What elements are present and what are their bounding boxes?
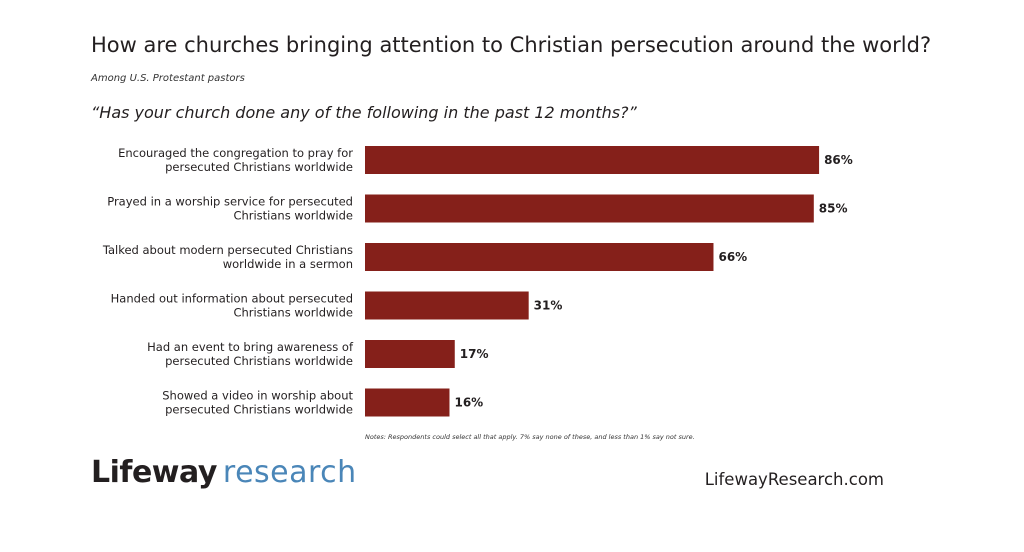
category-label-3: Talked about modern persecuted Christian… bbox=[102, 243, 353, 271]
category-label-6: Showed a video in worship about persecute… bbox=[162, 389, 353, 417]
bar-1 bbox=[365, 146, 820, 174]
bar-3 bbox=[365, 243, 714, 271]
value-label-5: 17% bbox=[460, 347, 489, 361]
category-label-2: Prayed in a worship service for persecut… bbox=[107, 195, 353, 223]
value-label-4: 31% bbox=[534, 299, 563, 313]
bar-2 bbox=[365, 194, 814, 223]
value-label-1: 86% bbox=[824, 153, 853, 167]
chart-subtitle: Among U.S. Protestant pastors bbox=[91, 73, 245, 84]
category-label-1: Encouraged the congregation to pray for p… bbox=[118, 146, 353, 174]
lifeway-research-logo: Lifeway research bbox=[91, 458, 357, 488]
bar-5 bbox=[365, 340, 455, 368]
value-label-3: 66% bbox=[718, 250, 747, 264]
bar-4 bbox=[365, 291, 529, 320]
chart-notes: Notes: Respondents could select all that… bbox=[365, 433, 695, 441]
survey-question: “Has your church done any of the followi… bbox=[91, 103, 637, 122]
category-label-4: Handed out information about persecuted C… bbox=[111, 292, 353, 320]
value-label-2: 85% bbox=[819, 202, 848, 216]
website-url: LifewayResearch.com bbox=[704, 470, 884, 489]
logo-word-lifeway: Lifeway bbox=[91, 455, 217, 490]
bar-6 bbox=[365, 388, 450, 417]
chart-title: How are churches bringing attention to C… bbox=[91, 33, 932, 57]
value-label-6: 16% bbox=[454, 396, 483, 410]
logo-word-research: research bbox=[222, 455, 357, 490]
category-label-5: Had an event to bring awareness of persec… bbox=[147, 340, 354, 368]
